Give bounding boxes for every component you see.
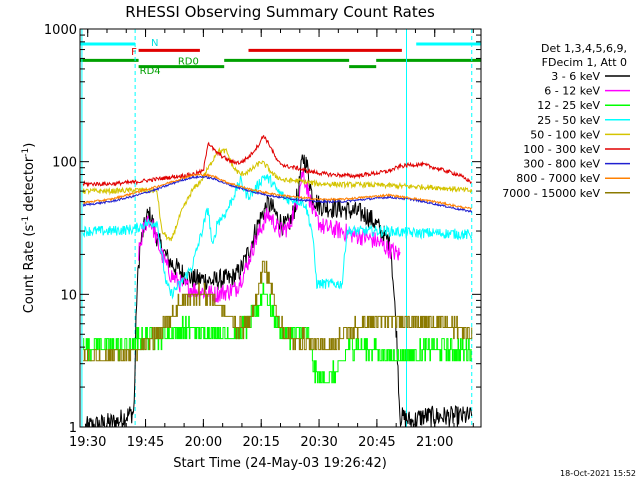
legend: Det 1,3,4,5,6,9,FDecim 1, Att 03 - 6 keV… [502,42,630,200]
series-line [82,174,473,300]
y-tick-label: 100 [52,156,77,171]
y-tick-label: 1000 [44,23,77,38]
x-axis: 19:30 19:45 20:00 20:15 20:30 20:45 21:00 [69,29,474,450]
flag-label: F [131,47,137,58]
y-tick-label: 1 [69,421,77,436]
y-axis-label-sup2: -1 [21,148,31,157]
series-line [83,260,473,362]
y-axis-label-end: ) [22,143,37,148]
x-tick-label: 21:00 [416,435,453,450]
legend-entry-label: 12 - 25 keV [537,99,600,112]
x-tick-label: 20:45 [358,435,395,450]
series-lines [82,134,473,427]
y-axis-label-main: Count Rate (s [22,225,37,314]
series-line [82,174,473,213]
y-tick-label: 10 [60,288,77,303]
x-tick-label: 19:45 [127,435,164,450]
legend-entry-label: 25 - 50 keV [537,114,600,127]
instrument-flag-bars: N F RD0 RD4 [80,38,481,77]
legend-entry-label: 6 - 12 keV [544,85,600,98]
legend-header: FDecim 1, Att 0 [542,56,627,69]
series-line [82,134,472,188]
legend-entry-label: 300 - 800 keV [523,158,600,171]
x-axis-label: Start Time (24-May-03 19:26:42) [173,456,387,471]
y-axis-label: Count Rate (s-1 detector-1) [21,143,37,314]
flag-label: RD0 [178,56,199,67]
legend-entry-label: 7000 - 15000 keV [502,187,600,200]
y-axis-label-sup1: -1 [21,216,31,225]
x-tick-label: 20:15 [242,435,279,450]
y-axis: 1 10 100 1000 [44,23,481,436]
series-line [83,172,472,211]
x-tick-label: 20:30 [300,435,337,450]
legend-entry-label: 3 - 6 keV [551,70,600,83]
legend-entry-label: 800 - 7000 keV [516,172,600,185]
y-axis-label-mid: detector [22,156,37,216]
legend-entry-label: 50 - 100 keV [530,128,600,141]
flag-label: N [151,38,158,49]
flag-label: RD4 [140,66,161,77]
x-tick-label: 20:00 [185,435,222,450]
legend-header: Det 1,3,4,5,6,9, [541,42,627,55]
x-tick-label: 19:30 [69,435,106,450]
chart-title: RHESSI Observing Summary Count Rates [125,3,435,21]
series-line [82,146,473,242]
footer-timestamp: 18-Oct-2021 15:52 [560,469,636,478]
legend-entry-label: 100 - 300 keV [523,143,600,156]
